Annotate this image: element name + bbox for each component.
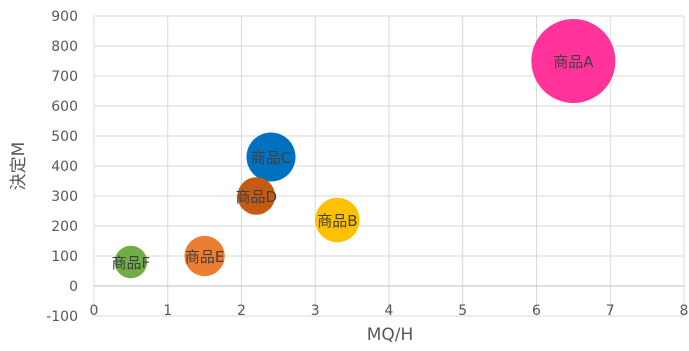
y-tick-label: -100 [46, 309, 78, 325]
bubble-point [114, 245, 148, 279]
bubble-label: 商品E [185, 248, 224, 266]
bubble-point [184, 235, 225, 277]
x-tick-label: 3 [311, 303, 320, 319]
x-tick-label: 6 [532, 303, 541, 319]
x-tick-label: 2 [237, 303, 246, 319]
y-tick-label: 700 [51, 69, 78, 85]
x-axis-title: MQ/H [367, 325, 414, 345]
bubble-label: 商品B [317, 212, 357, 230]
y-tick-label: 500 [51, 129, 78, 145]
x-tick-label: 0 [90, 303, 99, 319]
tick-labels: -100 0 100 200 300 400 500 600 700 800 900 0 1 2 3 4 5 6 7… [46, 9, 688, 325]
bubble-point [246, 132, 296, 182]
bubble-point [237, 177, 276, 215]
x-tick-label: 7 [606, 303, 615, 319]
x-tick-label: 1 [163, 303, 172, 319]
bubble-label: 商品F [112, 254, 151, 272]
y-tick-label: 800 [51, 39, 78, 55]
x-tick-label: 4 [385, 303, 394, 319]
y-tick-label: 300 [51, 189, 78, 205]
bubble-label: 商品C [251, 149, 291, 167]
y-tick-label: 400 [51, 159, 78, 175]
bubble-label: 商品D [235, 188, 277, 206]
x-tick-label: 8 [680, 303, 689, 319]
x-tick-label: 5 [458, 303, 467, 319]
bubble-label: 商品A [553, 53, 594, 71]
y-tick-label: 0 [69, 279, 78, 295]
y-tick-label: 100 [51, 249, 78, 265]
bubble-point [315, 197, 360, 243]
y-tick-label: 600 [51, 99, 78, 115]
y-tick-label: 900 [51, 9, 78, 25]
bubbles: 商品A 商品C 商品B 商品E 商品D 商品F [112, 19, 616, 279]
bubble-point [531, 19, 616, 103]
y-axis-title: 決定M [9, 142, 29, 191]
y-tick-label: 200 [51, 219, 78, 235]
grid-lines [93, 15, 685, 317]
